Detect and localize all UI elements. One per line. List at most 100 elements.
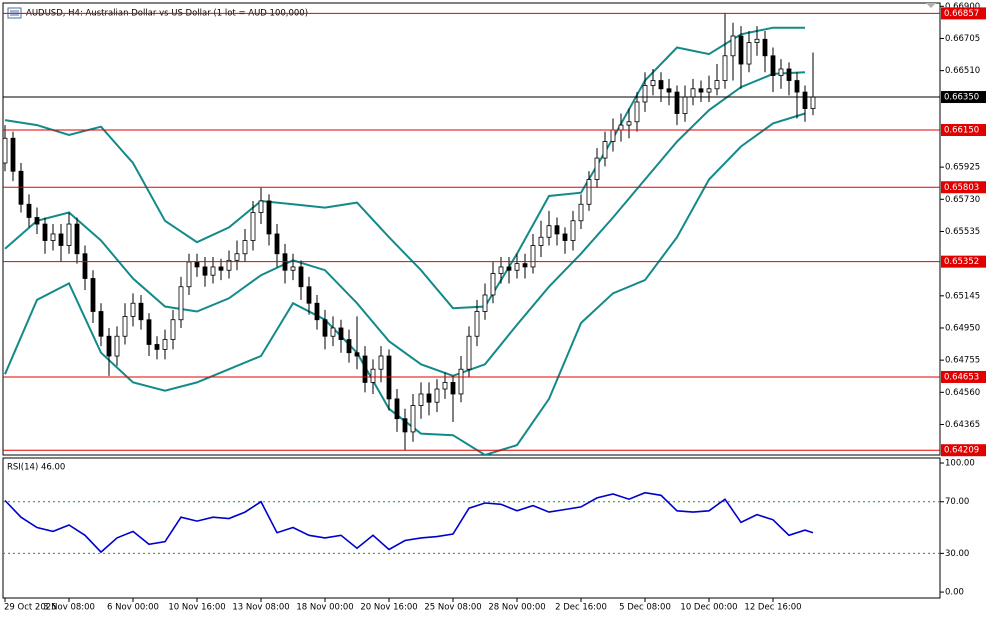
candle-body [138, 302, 144, 321]
candle-body [458, 368, 464, 395]
y-tick-label: 0.65730 [945, 195, 980, 205]
price-level-tag [941, 124, 986, 137]
price-level-tag [941, 370, 986, 383]
rsi-panel-frame [2, 457, 941, 599]
candle-body [178, 286, 184, 321]
candle-body [754, 38, 760, 43]
x-tick-label: 25 Nov 08:00 [424, 603, 481, 613]
candle-body [314, 302, 320, 321]
candle-body [3, 137, 8, 164]
candle-body [810, 96, 816, 109]
candle-body [538, 236, 544, 246]
candle-body [674, 91, 680, 114]
candle-body [82, 253, 88, 279]
x-tick-label: 12 Dec 16:00 [744, 603, 801, 613]
candle-body [770, 55, 776, 76]
candle-body [346, 339, 352, 354]
y-tick-label: 0.64950 [945, 323, 980, 333]
candle-body [298, 266, 304, 288]
y-tick-label: 0.65535 [945, 227, 980, 237]
x-tick-label: 3 Nov 08:00 [43, 603, 95, 613]
candle-body [778, 68, 784, 76]
y-tick-label: 30.00 [945, 549, 969, 559]
bollinger-middle [4, 71, 806, 377]
x-tick-label: 18 Nov 00:00 [296, 603, 353, 613]
y-tick-label: 0.65145 [945, 291, 980, 301]
candle-body [258, 200, 264, 213]
y-tick-label: 70.00 [945, 497, 969, 507]
y-tick-label: 0.65925 [945, 163, 980, 173]
candle-body [650, 80, 656, 86]
candle-body [450, 382, 456, 395]
candle-body [490, 273, 496, 296]
price-level-tag [941, 7, 986, 20]
price-panel-frame [2, 2, 941, 456]
candle-body [706, 88, 712, 93]
candle-body [242, 240, 248, 255]
candle-body [682, 96, 688, 114]
candle-body [562, 233, 568, 241]
candle-body [250, 212, 256, 241]
candle-body [274, 233, 280, 255]
candle-body [602, 141, 608, 159]
candle-body [162, 339, 168, 350]
candle-body [362, 355, 368, 383]
candle-body [482, 294, 488, 312]
price-level-label: 0.64653 [944, 372, 979, 382]
price-level-label: 0.66150 [944, 126, 979, 136]
candle-body [442, 382, 448, 390]
candle-body [234, 253, 240, 261]
candle-body [434, 388, 440, 403]
candle-body [58, 233, 64, 246]
candle-body [418, 393, 424, 406]
candle-body [154, 344, 160, 350]
candle-body [722, 55, 728, 81]
candle-body [330, 327, 336, 337]
candle-body [74, 223, 80, 255]
candle-body [194, 261, 200, 268]
y-tick-label: 0.66900 [945, 2, 980, 12]
candle-body [594, 157, 600, 180]
candle-body [586, 179, 592, 205]
candle-body [170, 319, 176, 340]
candle-body [90, 278, 96, 312]
current-price-tag [941, 91, 986, 104]
candle-body [210, 266, 216, 276]
price-level-label: 0.64209 [944, 446, 979, 456]
candle-body [66, 223, 72, 246]
candle-body [42, 223, 48, 241]
candle-body [202, 266, 208, 276]
candle-body [266, 200, 272, 235]
rsi-plot [3, 491, 940, 554]
y-tick-label: 100.00 [945, 459, 975, 469]
candle-body [578, 203, 584, 222]
candle-body [370, 368, 376, 383]
rsi-title: RSI(14) 46.00 [7, 463, 65, 473]
x-tick-label: 29 Oct 2025 [4, 603, 57, 613]
current-price-label: 0.66350 [944, 93, 979, 103]
candle-body [26, 203, 32, 218]
scroll-marker [926, 3, 936, 8]
candle-body [618, 124, 624, 131]
y-tick-label: 0.64755 [945, 356, 980, 366]
price-level-label: 0.65803 [944, 183, 979, 193]
candle-body [114, 335, 120, 357]
candle-body [466, 335, 472, 370]
candle-body [786, 68, 792, 81]
candle-body [658, 80, 664, 90]
candle-body [738, 35, 744, 65]
price-plot [3, 12, 940, 455]
candle-body [746, 42, 752, 65]
candle-body [554, 225, 560, 235]
candle-body [474, 311, 480, 337]
candle-body [410, 405, 416, 433]
bollinger-upper [4, 26, 805, 310]
x-tick-label: 6 Nov 00:00 [107, 603, 159, 613]
candle-body [186, 261, 192, 288]
x-tick-label: 10 Nov 16:00 [168, 603, 225, 613]
candle-body [730, 35, 736, 57]
candle-body [690, 88, 696, 98]
x-tick-label: 2 Dec 16:00 [555, 603, 607, 613]
